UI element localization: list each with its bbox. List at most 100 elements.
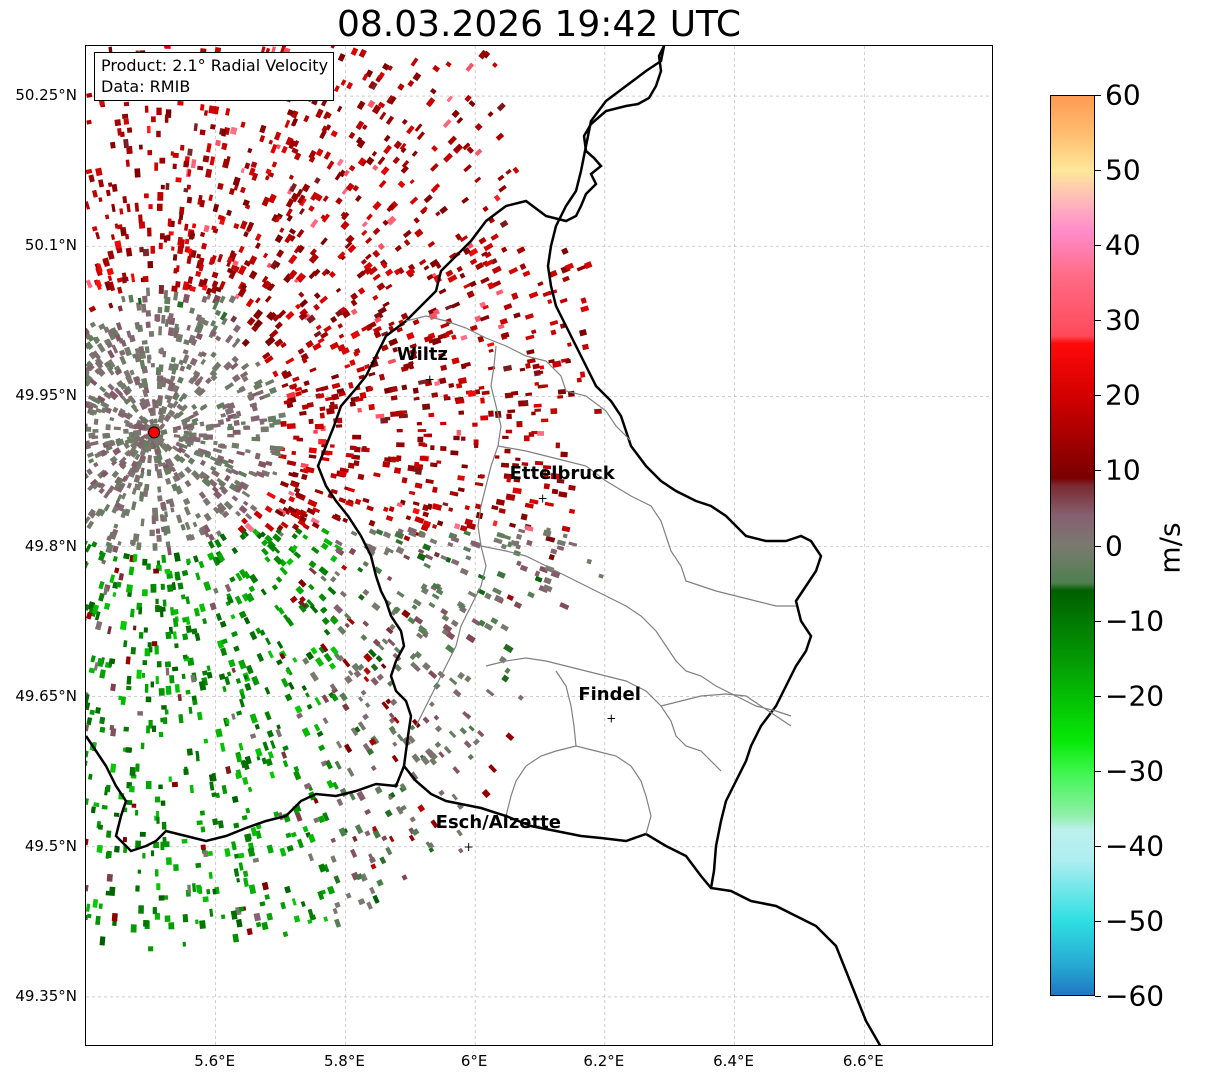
echo-pixel — [231, 547, 239, 555]
echo-pixel — [157, 495, 163, 502]
echo-pixel — [86, 201, 91, 210]
echo-pixel — [305, 340, 314, 349]
echo-pixel — [253, 382, 263, 391]
echo-pixel — [155, 444, 162, 454]
echo-pixel — [190, 249, 197, 258]
echo-pixel — [330, 555, 338, 563]
echo-pixel — [122, 195, 128, 204]
echo-pixel — [430, 752, 438, 761]
echo-pixel — [511, 390, 519, 396]
echo-pixel — [105, 541, 112, 548]
echo-pixel — [126, 127, 133, 133]
echo-pixel — [172, 609, 179, 615]
echo-pixel — [221, 784, 228, 795]
echo-pixel — [291, 450, 297, 456]
echo-pixel — [291, 898, 297, 906]
echo-pixel — [231, 495, 239, 502]
echo-pixel — [411, 604, 418, 611]
echo-pixel — [473, 439, 479, 446]
echo-pixel — [401, 477, 408, 484]
echo-pixel — [201, 295, 208, 303]
echo-pixel — [423, 265, 430, 271]
echo-pixel — [158, 285, 165, 294]
echo-pixel — [168, 231, 174, 236]
echo-pixel — [377, 156, 386, 166]
echo-pixel — [408, 490, 416, 496]
echo-pixel — [302, 467, 310, 474]
echo-pixel — [295, 812, 303, 822]
echo-pixel — [225, 766, 232, 775]
echo-pixel — [238, 610, 247, 619]
echo-pixel — [121, 475, 128, 483]
echo-pixel — [283, 399, 292, 405]
echo-pixel — [188, 426, 194, 431]
echo-pixel — [372, 273, 381, 281]
echo-pixel — [301, 404, 309, 410]
echo-pixel — [293, 435, 300, 440]
echo-pixel — [528, 291, 539, 299]
echo-pixel — [515, 544, 521, 550]
echo-pixel — [245, 298, 255, 308]
echo-pixel — [158, 784, 163, 790]
echo-pixel — [212, 203, 220, 213]
echo-pixel — [114, 481, 122, 489]
echo-pixel — [129, 369, 135, 376]
echo-pixel — [272, 370, 279, 378]
echo-pixel — [152, 907, 157, 915]
echo-pixel — [483, 622, 494, 631]
radar-map[interactable]: + + + + Product: 2.1° Radial Velocity Data:… — [85, 45, 993, 1046]
echo-pixel — [86, 603, 90, 611]
echo-pixel — [398, 410, 408, 414]
echo-pixel — [268, 139, 274, 145]
echo-pixel — [350, 530, 358, 537]
colorbar-tick-label: 0 — [1105, 529, 1123, 562]
echo-pixel — [255, 830, 262, 839]
echo-pixel — [188, 377, 196, 385]
echo-pixel — [97, 824, 104, 830]
echo-pixel — [357, 407, 362, 413]
echo-pixel — [195, 512, 202, 519]
echo-pixel — [163, 290, 169, 299]
echo-pixel — [323, 151, 332, 160]
echo-pixel — [451, 334, 457, 341]
echo-pixel — [236, 387, 244, 394]
echo-pixel — [161, 515, 168, 523]
echo-pixel — [158, 424, 165, 431]
echo-pixel — [548, 554, 555, 561]
echo-pixel — [133, 474, 141, 484]
echo-pixel — [416, 552, 427, 562]
echo-pixel — [362, 742, 371, 752]
echo-pixel — [201, 284, 208, 291]
echo-pixel — [335, 424, 343, 428]
echo-pixel — [319, 129, 327, 140]
echo-pixel — [261, 921, 269, 931]
echo-pixel — [428, 601, 436, 609]
echo-pixel — [505, 732, 515, 742]
echo-pixel — [387, 65, 393, 71]
echo-pixel — [209, 156, 216, 166]
echo-pixel — [362, 713, 370, 721]
echo-pixel — [400, 147, 407, 154]
echo-pixel — [525, 334, 535, 341]
echo-pixel — [202, 896, 209, 903]
echo-pixel — [436, 520, 444, 527]
echo-pixel — [156, 203, 163, 211]
echo-pixel — [332, 907, 338, 915]
echo-pixel — [184, 223, 189, 231]
echo-pixel — [209, 602, 217, 611]
echo-pixel — [86, 838, 89, 846]
echo-pixel — [500, 543, 507, 550]
echo-pixel — [216, 506, 225, 515]
echo-pixel — [448, 383, 455, 388]
echo-pixel — [216, 552, 226, 563]
echo-pixel — [402, 229, 412, 239]
echo-pixel — [440, 554, 448, 561]
echo-pixel — [173, 393, 180, 401]
echo-pixel — [370, 677, 379, 686]
echo-pixel — [127, 377, 133, 385]
echo-pixel — [482, 205, 489, 213]
echo-pixel — [286, 460, 297, 467]
echo-pixel — [124, 449, 132, 457]
echo-pixel — [397, 267, 405, 275]
echo-pixel — [528, 432, 535, 437]
